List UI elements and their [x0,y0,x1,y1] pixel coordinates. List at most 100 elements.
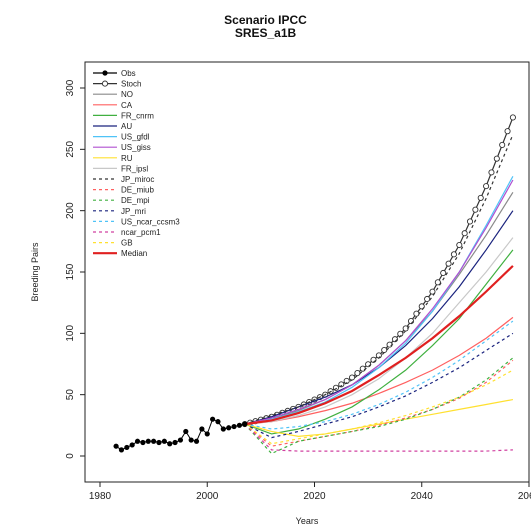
legend-label-ca: CA [121,101,133,110]
observed-point [177,437,184,443]
observed-point [231,423,237,430]
legend-label-de-miub: DE_miub [121,186,154,195]
legend-label-de-mpi: DE_mpi [121,196,150,205]
observed-point [140,439,146,446]
observed-point [124,444,130,451]
plot-frame [84,61,530,483]
observed-point [167,441,173,447]
observed-point [172,439,178,446]
y-tick-label: 300 [65,79,76,96]
y-axis-label: Breeding Pairs [30,242,40,302]
legend-label-fr-ipsl: FR_ipsl [121,164,148,173]
legend-label-fr-cnrm: FR_cnrm [121,111,154,120]
y-axis: 0 50 100 150 200 250 300 [65,79,85,459]
y-tick-label: 250 [65,141,76,158]
observed-point [193,438,200,444]
stoch-point [445,260,452,267]
observed-point [220,426,226,432]
y-tick-label: 50 [65,389,76,401]
series-line-ru [244,398,514,437]
stoch-point [450,251,457,258]
series-line-au [244,210,514,425]
legend-label-au: AU [121,122,132,131]
series-line-gb [244,369,514,445]
y-tick-label: 200 [65,202,76,219]
legend-label-jp-miroc: JP_miroc [121,175,154,184]
chart-title-line-2: SRES_a1B [234,26,297,40]
observed-point [129,442,135,448]
series-line-de-miub [244,359,514,447]
legend-label-ru: RU [121,154,133,163]
legend-label-stoch: Stoch [121,80,141,89]
observed-line [115,418,245,451]
legend-label-obs: Obs [121,69,136,78]
x-axis: 1980 2000 2020 2040 2060 [89,482,531,502]
legend-label-us-giss: US_giss [121,143,151,152]
stoch-point [429,288,436,295]
observed-series [113,416,248,453]
legend-label-no: NO [121,90,133,99]
y-tick-label: 100 [65,325,76,342]
stoch-point [509,114,516,121]
observed-point [145,438,151,444]
stoch-point [359,365,366,372]
stoch-point [440,269,447,277]
stoch-point [413,310,420,317]
series-line-fr-ipsl [244,237,514,425]
observed-point [183,428,189,435]
x-axis-label: Years [296,516,319,526]
observed-point [236,422,243,428]
x-tick-label: 1980 [89,491,112,502]
observed-point [188,437,194,443]
legend-marker-stoch [101,80,109,87]
observed-point [215,419,221,425]
stoch-point [488,169,495,176]
observed-point [113,443,119,449]
stoch-point [461,230,468,237]
series-line-median [244,265,514,426]
stoch-point [338,381,345,388]
x-tick-label: 2040 [411,491,434,502]
series-line-de-mpi [244,357,514,455]
legend-label-median: Median [121,249,147,258]
observed-point [118,447,125,453]
observed-point [242,421,248,427]
stoch-point [499,141,506,148]
stoch-point [354,370,361,377]
series-line-jp-mri [244,332,514,439]
stoch-point [456,241,463,249]
series-line-jp-miroc [244,134,514,425]
legend-marker-obs [102,70,108,76]
stoch-point [504,128,511,135]
observed-point [134,438,141,444]
series-layer [241,114,516,455]
stoch-point [381,346,388,354]
observed-point [210,416,216,422]
legend-label-jp-mri: JP_mri [121,207,146,216]
chart-title: Scenario IPCC SRES_a1B [0,14,531,40]
legend-label-ncar-pcm1: ncar_pcm1 [121,228,161,237]
stoch-point [407,318,415,325]
series-line-fr-cnrm [244,249,514,435]
stoch-point [493,155,500,162]
observed-point [156,439,162,446]
observed-point [151,438,157,444]
series-line-ca [244,316,514,425]
stoch-point [365,361,372,368]
series-line-us-gfdl [244,176,514,425]
stoch-point [434,279,441,286]
legend-label-us-ncar-ccsm3: US_ncar_ccsm3 [121,217,180,226]
series-line-us-ncar-ccsm3 [244,320,514,430]
x-tick-label: 2060 [518,491,531,502]
legend-label-us-gfdl: US_gfdl [121,133,150,142]
legend-label-gb: GB [121,239,133,248]
y-tick-label: 150 [65,263,76,280]
y-tick-label: 0 [65,453,76,459]
stoch-point [477,194,484,201]
series-line-ncar-pcm1 [244,423,513,452]
chart-title-line-1: Scenario IPCC [224,13,307,27]
x-tick-label: 2020 [303,491,326,502]
stoch-point [483,183,490,190]
